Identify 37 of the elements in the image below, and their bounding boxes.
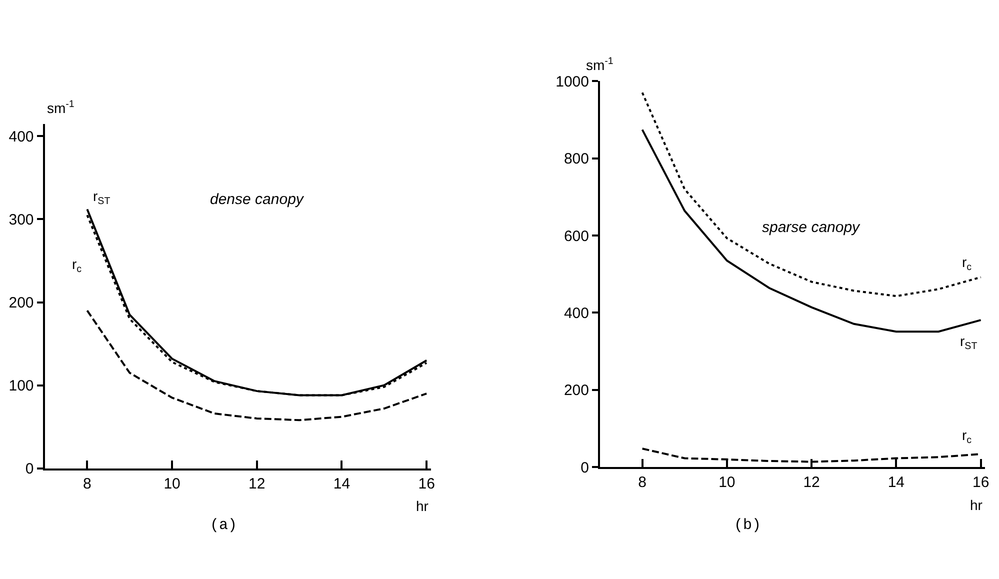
y-tick-label: 400 [8, 128, 34, 146]
y-tick-label: 600 [564, 228, 589, 245]
series-label: r$_{c}$ [962, 427, 972, 446]
y-tick-label: 1000 [556, 73, 589, 90]
y-tick-label: 300 [8, 211, 34, 228]
x-axis-title: hr [416, 498, 429, 514]
y-axis-title: sm$^{-1}$ [47, 99, 74, 116]
x-tick-label: 12 [248, 475, 266, 492]
y-tick-label: 200 [564, 382, 589, 400]
text: (b) [734, 517, 762, 534]
x-tick-label: 12 [803, 474, 820, 492]
line-series [86, 310, 428, 422]
series-label: r$_{c}$ [72, 256, 82, 275]
y-tick-label: 800 [564, 150, 589, 168]
y-tick-label: 0 [580, 459, 589, 476]
y-tick-label: 100 [8, 378, 34, 395]
y-axis-title: sm$^{-1}$ [586, 56, 614, 73]
y-tick-label: 400 [564, 304, 589, 322]
x-tick-label: 8 [83, 475, 92, 492]
series-label: r$_{ST}$ [960, 333, 978, 352]
x-tick-label: 14 [888, 474, 905, 492]
x-tick-label: 10 [164, 475, 180, 492]
series-label: r$_{ST}$ [93, 188, 110, 207]
x-tick-label: 10 [718, 474, 736, 492]
line-series [641, 128, 982, 333]
x-tick-label: 16 [972, 474, 990, 492]
x-axis-title: hr [970, 497, 983, 513]
text: sparse canopy [762, 219, 862, 236]
x-tick-label: 14 [333, 475, 350, 492]
y-tick-label: 200 [8, 294, 34, 312]
line-series [641, 92, 982, 298]
text: (a) [210, 517, 238, 534]
y-tick-label: 0 [25, 460, 34, 478]
text: dense canopy [210, 191, 305, 208]
x-tick-label: 16 [418, 475, 435, 492]
x-tick-label: 8 [638, 474, 646, 492]
series-label: r$_{c}$ [962, 254, 972, 273]
